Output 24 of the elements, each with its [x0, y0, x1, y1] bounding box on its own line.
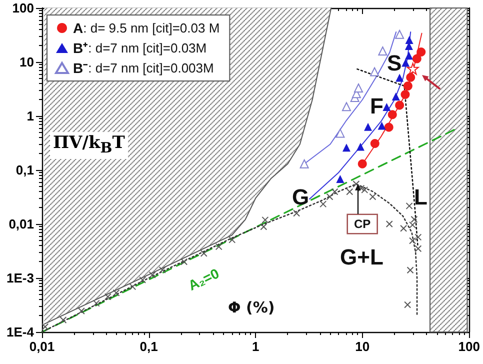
legend-label: B⁻: d=7 nm [cit]=0.003M — [73, 60, 214, 76]
annotation: A₂=0 — [186, 264, 222, 294]
annotation: CP — [354, 217, 371, 231]
annotation: G+L — [340, 244, 384, 270]
x-axis-title: Φ (%) — [228, 298, 275, 316]
annotation: S — [387, 50, 402, 76]
y-tick-label: 10 — [20, 54, 34, 70]
legend-label: B⁺: d=7 nm [cit]=0.03M — [73, 40, 207, 56]
annotation: G — [292, 184, 310, 210]
x-tick-label: 10 — [355, 339, 370, 354]
y-tick-label: 0,01 — [8, 216, 34, 232]
x-tick-label: 100 — [458, 339, 480, 354]
x-tick-label: 0,1 — [140, 339, 158, 354]
y-tick-label: 0,1 — [16, 162, 34, 178]
y-tick-label: 1E-3 — [6, 270, 34, 286]
x-tick-label: 1 — [252, 339, 260, 354]
legend-label: A: d= 9.5 nm [cit]=0.03 M — [73, 20, 220, 36]
y-axis-title: ΠV/k$_{B}$T — [50, 132, 128, 160]
y-tick-label: 1 — [26, 108, 34, 124]
y-tick-label: 100 — [12, 0, 34, 16]
annotation: F — [370, 94, 384, 118]
annotation: L — [414, 184, 428, 210]
x-tick-label: 0,01 — [29, 339, 55, 354]
y-tick-label: 1E-4 — [6, 324, 35, 340]
